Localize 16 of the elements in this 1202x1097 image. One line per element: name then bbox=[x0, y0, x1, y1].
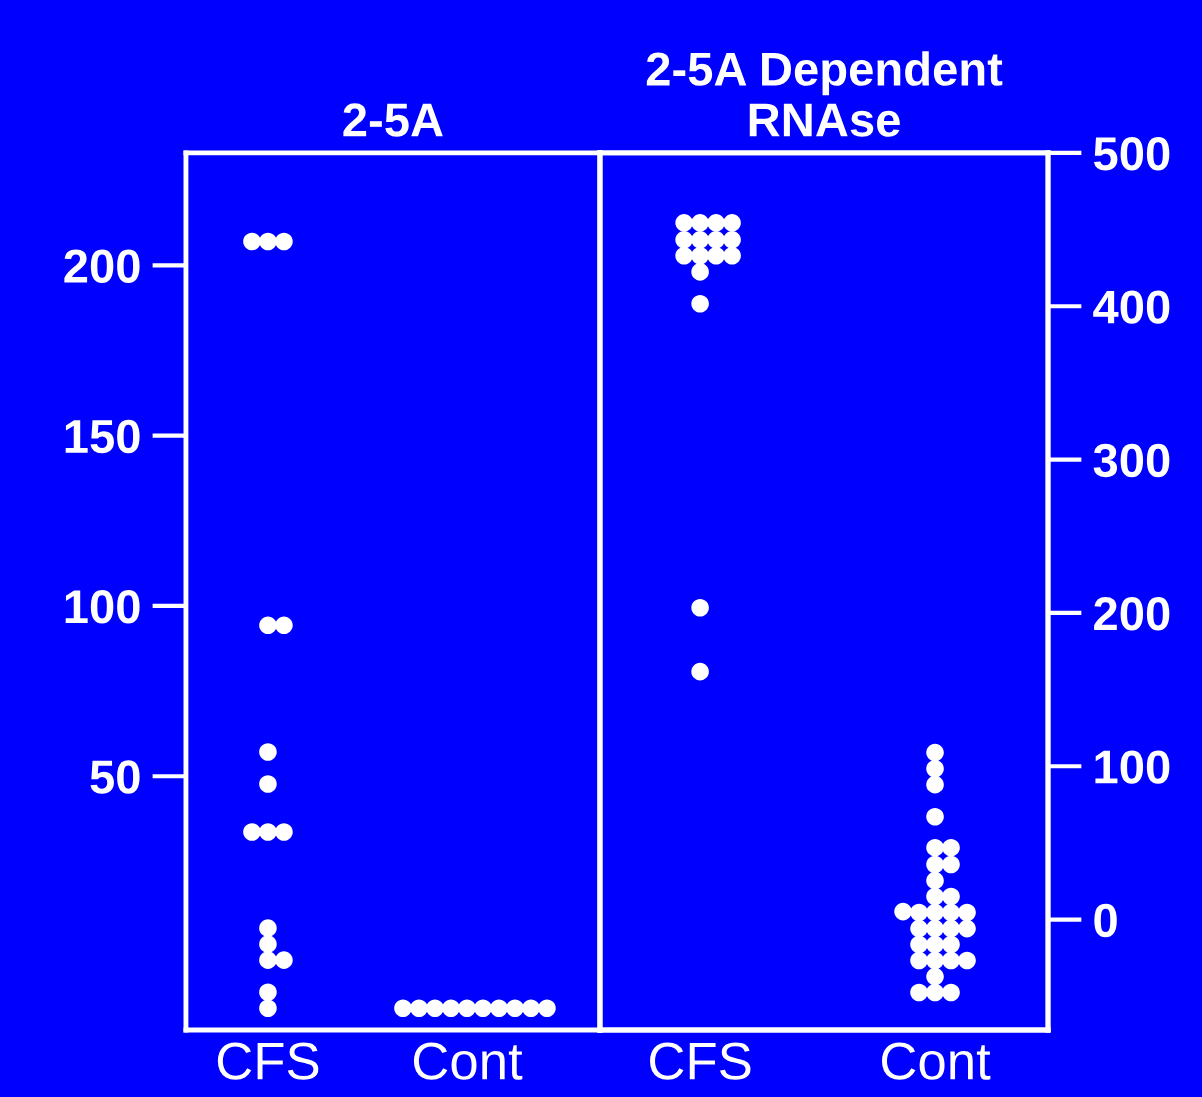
y2-tick-label: 300 bbox=[1093, 443, 1170, 478]
y2-tick-label: 100 bbox=[1095, 750, 1170, 784]
y-tick-label: 100 bbox=[65, 590, 140, 624]
y-tick-label: 150 bbox=[65, 419, 140, 454]
y2-tick-label: 500 bbox=[1093, 137, 1170, 171]
x-tick-label: CFS bbox=[217, 1042, 319, 1080]
x-tick-label: Cont bbox=[881, 1042, 991, 1080]
chart-title: 2-5A Dependent RNAse bbox=[646, 51, 1003, 137]
y2-tick-label: 0 bbox=[1094, 903, 1117, 938]
y-tick-label: 200 bbox=[64, 249, 140, 283]
y2-tick-label: 400 bbox=[1093, 290, 1170, 324]
chart-title: 2-5A bbox=[343, 103, 443, 137]
x-tick-label: Cont bbox=[413, 1042, 523, 1080]
y-tick-label: 50 bbox=[90, 760, 140, 794]
x-tick-label: CFS bbox=[650, 1042, 751, 1080]
y2-tick-label: 200 bbox=[1094, 597, 1170, 631]
